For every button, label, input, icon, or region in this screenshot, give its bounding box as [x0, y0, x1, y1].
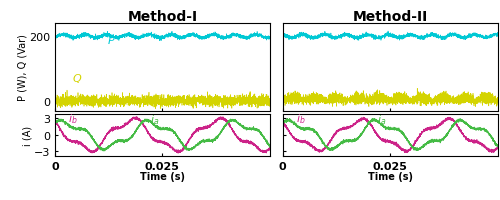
Text: $i_b$: $i_b$	[68, 112, 78, 126]
Text: $i_a$: $i_a$	[377, 113, 386, 127]
X-axis label: Time (s): Time (s)	[140, 171, 185, 181]
Text: $i_a$: $i_a$	[150, 113, 159, 127]
Title: Method-II: Method-II	[352, 10, 428, 24]
Y-axis label: i (A): i (A)	[22, 125, 32, 145]
Y-axis label: P (W), Q (Var): P (W), Q (Var)	[18, 34, 28, 101]
Title: Method-I: Method-I	[128, 10, 198, 24]
Text: $i_b$: $i_b$	[296, 112, 305, 126]
Text: $Q$: $Q$	[72, 72, 83, 85]
Text: $P$: $P$	[106, 34, 115, 46]
X-axis label: Time (s): Time (s)	[368, 171, 412, 181]
